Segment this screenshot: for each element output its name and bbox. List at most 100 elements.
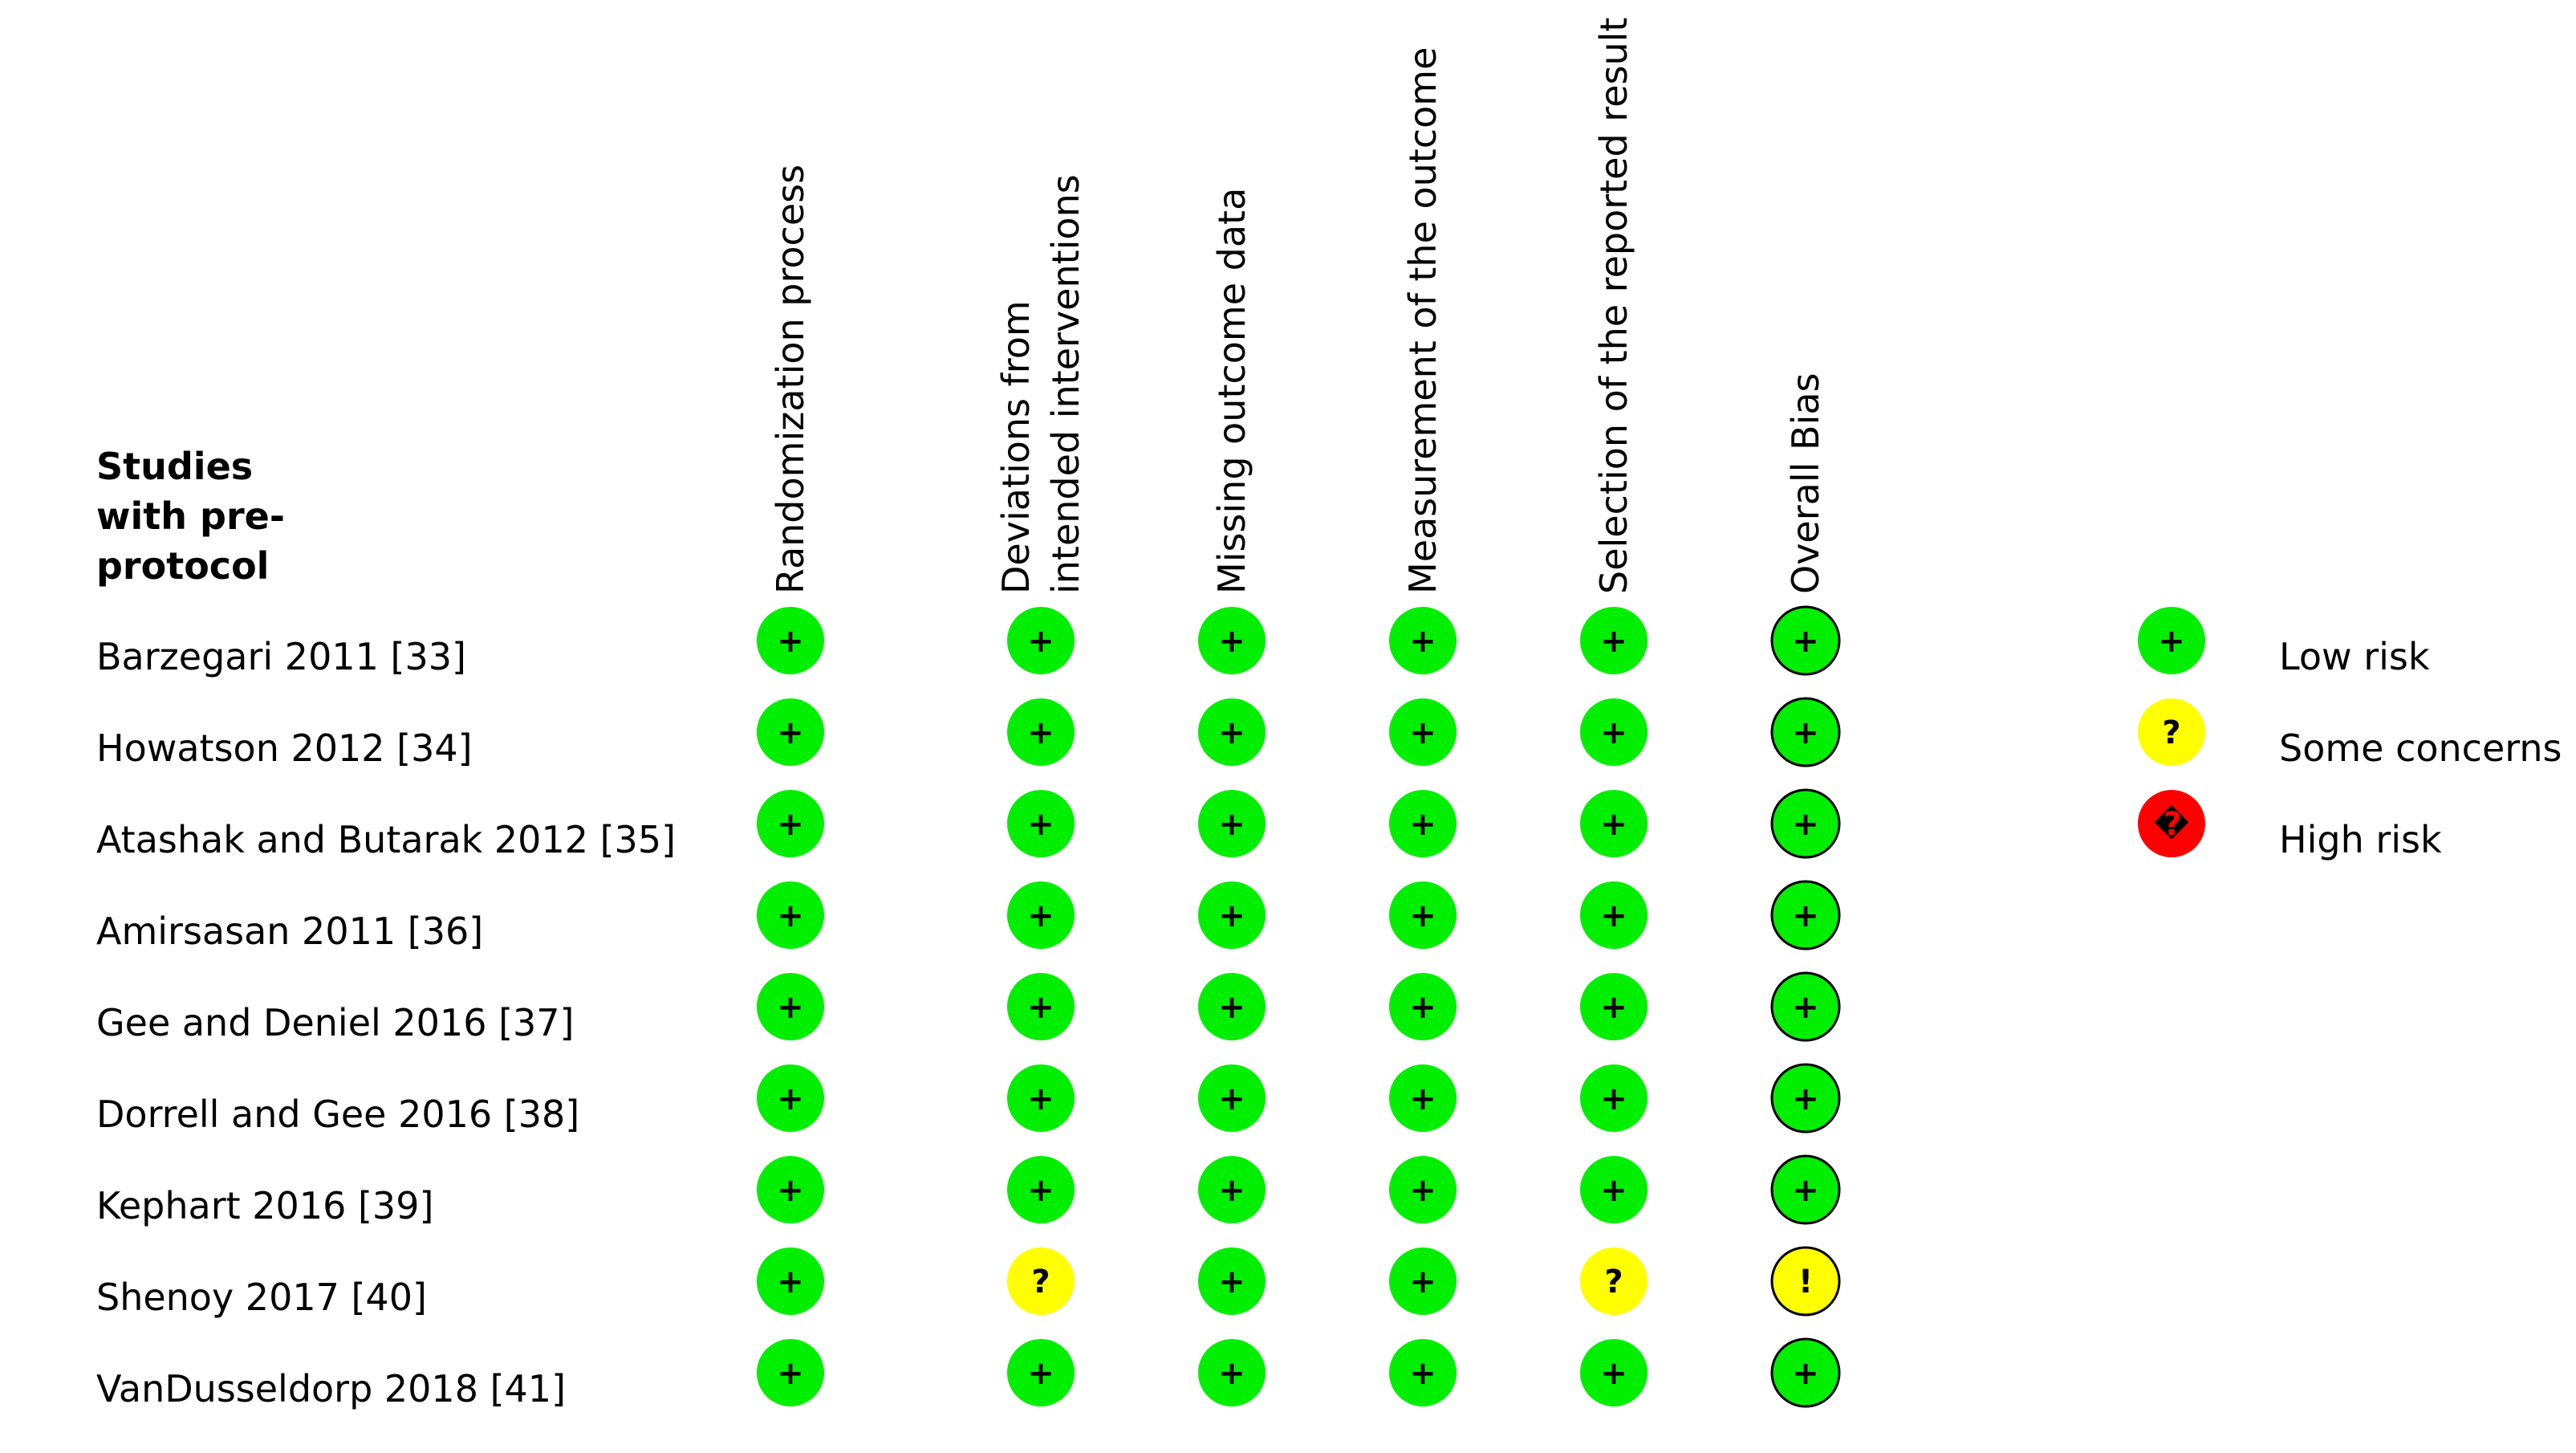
svg-text:+: + — [1600, 714, 1627, 751]
svg-text:+: + — [1027, 989, 1054, 1026]
svg-text:+: + — [1218, 1355, 1245, 1392]
judgement-low-symbol: + — [1007, 698, 1075, 766]
judgement-low-symbol: + — [1198, 607, 1266, 674]
svg-text:+: + — [1792, 897, 1819, 934]
svg-text:+: + — [1600, 1081, 1627, 1117]
svg-text:+: + — [2158, 623, 2185, 660]
svg-text:+: + — [1792, 623, 1819, 660]
svg-text:+: + — [1600, 897, 1627, 934]
svg-text:+: + — [1027, 1355, 1054, 1392]
judgement-low-symbol: + — [1198, 1156, 1266, 1223]
legend-some-symbol: ? — [2138, 698, 2205, 766]
study-name: Atashak and Butarak 2012 [35] — [96, 818, 677, 861]
study-name: Shenoy 2017 [40] — [96, 1276, 427, 1319]
domain-header: Measurement of the outcome — [1401, 47, 1444, 594]
svg-text:+: + — [1409, 1081, 1436, 1117]
judgement-low-symbol: + — [1770, 788, 1841, 859]
judgement-low-symbol: + — [757, 881, 824, 949]
svg-text:+: + — [777, 623, 804, 660]
svg-text:+: + — [1409, 1355, 1436, 1392]
svg-text:+: + — [777, 714, 804, 751]
svg-text:+: + — [1409, 989, 1436, 1026]
study-name: VanDusseldorp 2018 [41] — [96, 1367, 567, 1410]
judgement-low-symbol: + — [1389, 1339, 1457, 1406]
judgement-low-symbol: + — [1389, 1247, 1457, 1315]
table-heading: Studies with pre-protocol — [96, 445, 285, 588]
svg-text:+: + — [1027, 806, 1054, 843]
judgement-low-symbol: + — [757, 1064, 824, 1132]
svg-text:+: + — [1600, 623, 1627, 660]
svg-text:?: ? — [1604, 1264, 1623, 1300]
study-name: Amirsasan 2011 [36] — [96, 910, 484, 953]
svg-text:+: + — [1409, 1172, 1436, 1209]
svg-text:+: + — [1218, 1172, 1245, 1209]
svg-text:!: ! — [1798, 1264, 1813, 1300]
judgement-low-symbol: + — [1007, 1339, 1075, 1406]
svg-text:+: + — [1218, 989, 1245, 1026]
judgement-low-symbol: + — [1007, 607, 1075, 674]
judgement-low-symbol: + — [1770, 880, 1841, 950]
svg-text:+: + — [1792, 806, 1819, 843]
svg-text:+: + — [777, 897, 804, 934]
svg-text:+: + — [777, 1264, 804, 1300]
judgement-low-symbol: + — [1389, 698, 1457, 766]
judgement-low-symbol: + — [757, 973, 824, 1040]
legend-label: Some concerns — [2279, 726, 2562, 770]
svg-text:+: + — [1027, 623, 1054, 660]
svg-text:+: + — [1027, 897, 1054, 934]
judgement-low-symbol: + — [1198, 881, 1266, 949]
svg-text:+: + — [1218, 806, 1245, 843]
svg-text:+: + — [1218, 1264, 1245, 1300]
svg-text:+: + — [1792, 1172, 1819, 1209]
domain-header: Deviations from intended interventions — [994, 174, 1087, 594]
judgement-low-symbol: + — [1007, 790, 1075, 857]
svg-text:+: + — [777, 806, 804, 843]
judgement-low-symbol: + — [1198, 1339, 1266, 1406]
svg-text:+: + — [1409, 714, 1436, 751]
svg-text:+: + — [777, 989, 804, 1026]
svg-text:+: + — [777, 1081, 804, 1117]
legend-low-symbol: + — [2138, 607, 2205, 674]
judgement-low-symbol: + — [1770, 1154, 1841, 1225]
domain-header: Missing outcome data — [1210, 187, 1253, 594]
svg-text:+: + — [1600, 806, 1627, 843]
judgement-low-symbol: + — [757, 1156, 824, 1223]
svg-text:+: + — [1218, 714, 1245, 751]
judgement-low-symbol: + — [1007, 973, 1075, 1040]
svg-text:+: + — [777, 1355, 804, 1392]
svg-text:+: + — [1792, 1355, 1819, 1392]
judgement-low-symbol: + — [1770, 971, 1841, 1042]
judgement-low-symbol: + — [1198, 790, 1266, 857]
svg-text:�: � — [2154, 804, 2190, 843]
judgement-low-symbol: + — [1007, 1064, 1075, 1132]
judgement-low-symbol: + — [1770, 697, 1841, 767]
judgement-low-symbol: + — [1770, 605, 1841, 676]
svg-text:+: + — [1409, 1264, 1436, 1300]
judgement-low-symbol: + — [1580, 790, 1648, 857]
svg-text:+: + — [1792, 1081, 1819, 1117]
domain-header: Selection of the reported result — [1592, 17, 1635, 594]
judgement-low-symbol: + — [1580, 1339, 1648, 1406]
judgement-low-symbol: + — [757, 1339, 824, 1406]
svg-text:+: + — [1600, 1172, 1627, 1209]
judgement-low-symbol: + — [1198, 1247, 1266, 1315]
judgement-low-symbol: + — [757, 607, 824, 674]
svg-text:+: + — [1600, 1355, 1627, 1392]
judgement-low-symbol: + — [1389, 607, 1457, 674]
judgement-low-symbol: + — [1389, 973, 1457, 1040]
judgement-overall-some-symbol: ! — [1770, 1246, 1841, 1317]
svg-text:+: + — [1218, 623, 1245, 660]
svg-text:+: + — [1027, 1172, 1054, 1209]
judgement-low-symbol: + — [1198, 698, 1266, 766]
svg-text:+: + — [1409, 806, 1436, 843]
svg-text:?: ? — [2162, 714, 2180, 751]
judgement-low-symbol: + — [1389, 881, 1457, 949]
judgement-low-symbol: + — [1389, 1156, 1457, 1223]
judgement-low-symbol: + — [1007, 1156, 1075, 1223]
svg-text:+: + — [1218, 1081, 1245, 1117]
judgement-some-symbol: ? — [1007, 1247, 1075, 1315]
judgement-some-symbol: ? — [1580, 1247, 1648, 1315]
svg-text:+: + — [1792, 989, 1819, 1026]
svg-text:+: + — [1409, 623, 1436, 660]
